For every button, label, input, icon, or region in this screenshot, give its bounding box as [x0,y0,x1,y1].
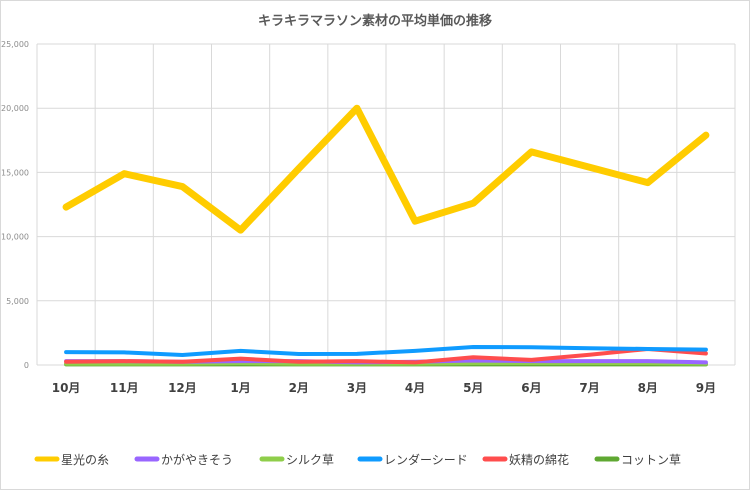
x-tick-label: 9月 [696,381,716,395]
x-tick-label: 6月 [521,381,541,395]
legend-label: コットン草 [621,453,681,467]
legend-label: 妖精の綿花 [509,452,569,467]
y-tick-label: 15,000 [1,168,29,177]
legend-label: シルク草 [286,453,334,467]
y-tick-label: 25,000 [1,40,29,49]
x-tick-label: 3月 [347,381,367,395]
x-tick-label: 7月 [579,381,599,395]
y-tick-label: 5,000 [6,297,29,306]
x-tick-label: 11月 [110,381,139,395]
y-tick-label: 0 [24,361,29,370]
y-tick-label: 10,000 [1,233,29,242]
x-tick-label: 5月 [463,381,483,395]
y-tick-label: 20,000 [1,104,29,113]
legend-label: レンダーシード [384,452,468,467]
legend-label: 星光の糸 [61,453,109,467]
x-tick-label: 12月 [168,381,197,395]
x-tick-label: 2月 [289,381,309,395]
series-line-4 [64,346,708,365]
series-line-0 [62,104,710,234]
series-line-3 [64,345,708,357]
x-tick-label: 8月 [638,381,658,395]
chart-title: キラキラマラソン素材の平均単価の推移 [257,14,492,29]
x-tick-label: 10月 [52,381,81,395]
legend-label: かがやきそう [161,452,233,467]
x-tick-label: 1月 [230,381,250,395]
x-tick-label: 4月 [405,381,425,395]
